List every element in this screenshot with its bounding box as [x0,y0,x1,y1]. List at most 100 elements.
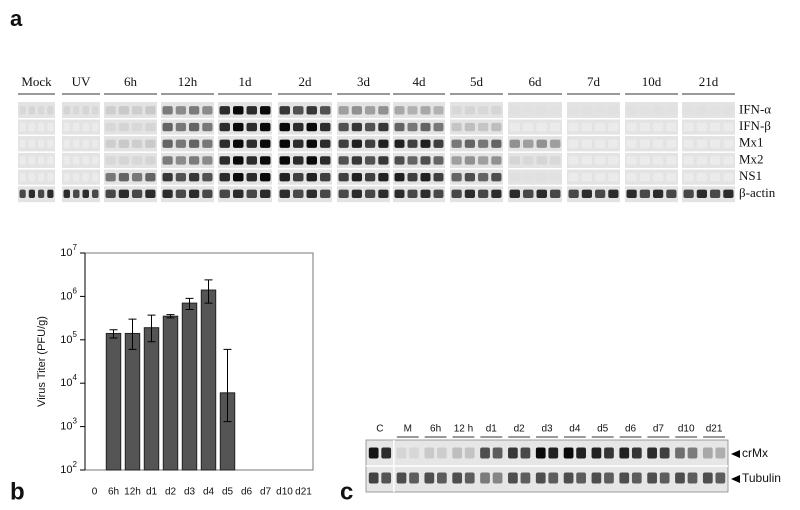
row-label: NS1 [739,168,762,183]
gel-band [608,189,619,199]
gel-band [626,139,637,148]
gel-band [626,156,637,165]
gel-band [683,139,694,148]
gel-band [63,139,70,148]
gel-band [63,156,70,165]
gel-band [491,156,502,165]
gel-band [715,447,726,459]
gel-band [73,172,80,182]
gel-band [491,122,502,132]
gel-band [105,122,116,132]
gel-band [420,139,431,148]
gel-band [132,189,143,199]
gel-band [639,189,650,199]
gel-band [523,106,534,115]
gel-band [563,447,574,459]
error-bar [204,279,213,304]
gel-band [82,106,89,115]
gel-band [715,472,726,484]
gel-band [710,172,721,182]
error-bar [166,314,175,319]
gel-band [595,106,606,115]
tick-base: 10 [60,290,72,302]
gel-band [320,172,331,182]
bar [143,327,160,471]
gel-band [653,122,664,132]
gel-band [82,122,89,132]
gel-band [639,122,650,132]
gel-band [233,122,244,132]
gel-band [378,122,389,132]
gel-band [306,189,317,199]
gel-band [433,122,444,132]
gel-band [608,139,619,148]
tick-exponent: 3 [73,417,78,426]
row-label: IFN-α [739,101,771,116]
gel-band [233,172,244,182]
gel-band [653,172,664,182]
gel-band [478,122,489,132]
gel-band [509,189,520,199]
gel-band [320,156,331,165]
gel-band [279,122,290,132]
gel-band [523,156,534,165]
gel-band [631,472,642,484]
gel-band [683,156,694,165]
gel-band [568,122,579,132]
gel-band [202,106,213,115]
gel-band [175,172,186,182]
gel-band [550,122,561,132]
gel-band [710,106,721,115]
gel-band [478,156,489,165]
gel-band [320,189,331,199]
gel-band [92,172,99,182]
gel-band [145,189,156,199]
gel-band [38,122,45,132]
gel-band [351,122,362,132]
gel-band [581,172,592,182]
gel-band [279,189,290,199]
gel-band [550,106,561,115]
gel-band [464,447,475,459]
gel-band [82,156,89,165]
x-tick-label: 0 [92,487,98,498]
gel-band [536,189,547,199]
gel-band [105,189,116,199]
gel-band [696,106,707,115]
gel-band [653,156,664,165]
gel-band [378,189,389,199]
gel-band [723,139,734,148]
gel-band [647,447,657,459]
gel-band [365,189,376,199]
gel-band [351,156,362,165]
gel-band [420,189,431,199]
gel-band [189,156,200,165]
gel-band [260,139,271,148]
gel-band [568,189,579,199]
gel-band [548,447,559,459]
gel-band [666,172,677,182]
row-arrow [731,475,740,483]
y-tick-label: 106 [60,287,77,303]
gel-band [145,139,156,148]
y-tick-label: 102 [60,460,77,476]
bar [105,332,122,471]
gel-band [420,156,431,165]
gel-band [118,172,129,182]
gel-band [631,447,642,459]
gel-band [338,189,349,199]
panel-label: a [10,6,23,31]
gel-band [710,156,721,165]
gel-band [492,472,503,484]
gel-band [338,106,349,115]
gel-band [365,156,376,165]
gel-band [219,139,230,148]
gel-band [659,447,670,459]
gel-band [626,189,637,199]
tick-exponent: 2 [73,460,78,469]
gel-band [424,447,435,459]
gel-band [202,189,213,199]
gel-band [189,172,200,182]
gel-band [293,139,304,148]
gel-band [639,156,650,165]
